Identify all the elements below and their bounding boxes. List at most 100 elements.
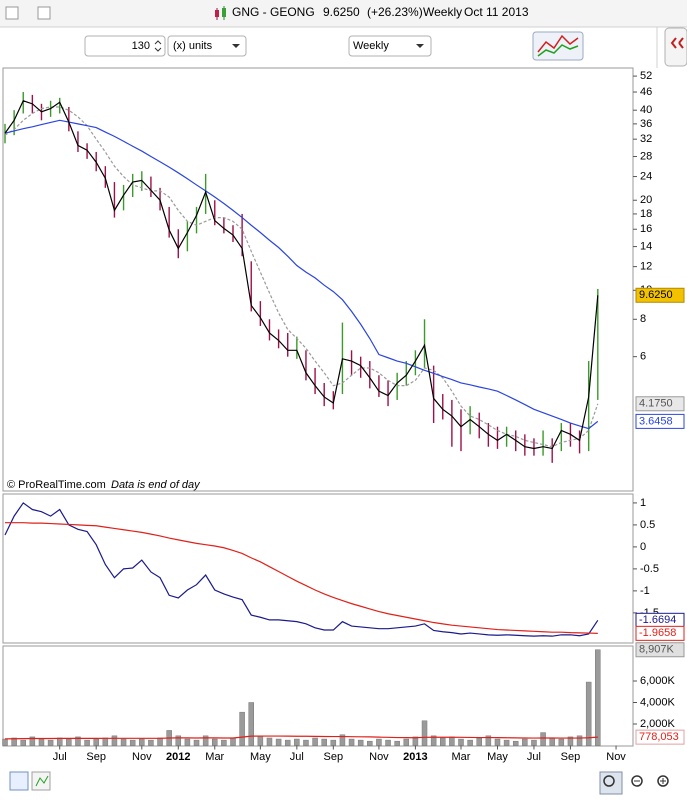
volume-bar [485,735,492,746]
last-value-box [635,642,685,658]
x-tick-label: Jul [290,751,304,763]
volume-panel [2,645,634,747]
volume-bar [540,732,546,746]
x-tick-label: Nov [369,751,389,763]
zoom-in-plus [660,778,666,784]
y-tick-label: 16 [640,223,652,235]
indicator-line [4,502,599,637]
zoom-out[interactable] [631,775,643,787]
y-tick-label: 28 [640,150,652,162]
last-value-label: -1.9658 [639,627,676,639]
x-tick-label: Mar [452,751,471,763]
volume-bar [558,738,565,746]
x-tick-label: May [487,751,508,763]
last-value-box [635,396,685,412]
x-tick-label: Sep [86,751,106,763]
last-value-label: 9.6250 [639,289,673,301]
bottom-toolbar [9,771,669,795]
volume-bar [284,739,291,746]
bars-input[interactable] [84,35,166,57]
y-tick-label: 1 [640,497,646,509]
volume-bar [84,739,90,746]
indicator-panel [2,493,634,644]
y-tick-label: 0.5 [640,519,655,531]
y-tick-label: -0.5 [640,563,659,575]
volume-bar [576,735,583,746]
last-value-label: -1.6694 [639,614,676,626]
volume-bar [357,739,364,746]
y-tick-label: 18 [640,208,652,220]
x-tick-label: Mar [205,751,224,763]
volume-bar [56,737,63,746]
header-period: Weekly [423,5,462,19]
volume-bar [120,738,127,746]
data-note: Data is end of day [111,479,201,491]
units-dropdown[interactable] [167,35,247,57]
volume-average [4,735,598,740]
volume-bar [595,649,601,746]
y-tick-label: 14 [640,240,652,252]
volume-bar [111,735,118,746]
volume-bar [430,735,437,746]
window-button[interactable] [5,6,19,20]
indicators-button[interactable] [532,31,584,61]
y-tick-label: 6,000K [640,675,676,687]
volume-bar [47,739,54,746]
y-tick-label: 40 [640,104,652,116]
header-bar [0,0,687,27]
volume-bar [321,738,327,746]
volume-bar [38,738,45,746]
bars-value: 130 [132,40,150,52]
y-tick-label: 2,000K [640,718,676,730]
volume-bar [221,739,227,746]
volume-bar [367,740,373,746]
y-tick-label: 6 [640,351,646,363]
volume-bar [275,738,282,746]
volume-bar [440,737,446,746]
indicator-line [5,522,598,634]
x-tick-label: Sep [324,751,344,763]
volume-bar [531,739,537,746]
volume-bar [403,738,410,746]
timeframe-dropdown[interactable] [348,35,432,57]
symbol: GNG - GEONG [232,5,315,19]
x-tick-label: May [250,751,271,763]
close-line [4,100,599,450]
volume-bar [202,735,209,746]
volume-bar [93,738,99,746]
last-value-box [635,413,685,429]
dropdown-arrow [232,44,240,48]
volume-bar [512,740,519,746]
moving-average [4,106,599,448]
y-tick-label: 8 [640,313,646,325]
last-value-label: 3.6458 [639,415,673,427]
side-panel-button[interactable] [664,27,687,67]
volume-bar [157,737,163,746]
y-tick-label: 52 [640,70,652,82]
volume-bar [522,738,528,746]
volume-bar [585,681,592,746]
header-date: Oct 11 2013 [464,5,529,19]
tool-button[interactable] [9,771,29,791]
volume-bar [239,711,245,746]
units-label: (x) units [173,40,213,52]
last-value-box [635,729,685,745]
last-value-label: 8,907K [639,644,675,656]
volume-bar [376,738,382,746]
window-button[interactable] [37,6,51,20]
spinner[interactable] [154,40,162,52]
zoom-in[interactable] [657,775,669,787]
y-tick-label: 0 [640,541,646,553]
tool-button[interactable] [31,771,51,791]
volume-bar [184,738,191,746]
x-tick-label: Jul [527,751,541,763]
zoom-button[interactable] [599,771,623,795]
last-value-box [635,287,685,303]
volume-bar [549,737,555,746]
last-value-label: 778,053 [639,731,679,743]
zoom-icon [603,775,615,787]
volume-bar [494,738,501,746]
y-tick-label: 46 [640,86,652,98]
